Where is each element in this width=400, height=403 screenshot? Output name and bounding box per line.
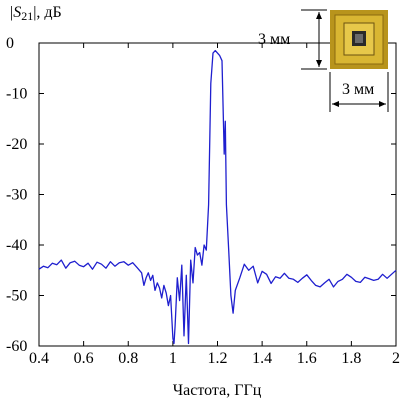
x-tick-label: 1 bbox=[169, 350, 177, 367]
y-tick-label: -20 bbox=[6, 136, 27, 153]
inset-device-photo: 3 мм 3 мм bbox=[258, 9, 389, 112]
x-tick-label: 1.2 bbox=[208, 350, 228, 367]
y-tick-label: 0 bbox=[6, 35, 14, 52]
x-tick-label: 2 bbox=[392, 350, 400, 367]
y-axis-label: |S21|, дБ bbox=[10, 4, 62, 23]
y-tick-label: -60 bbox=[6, 338, 27, 355]
y-tick-label: -10 bbox=[6, 86, 27, 103]
series-line bbox=[38, 49, 397, 345]
device-die-center bbox=[355, 34, 363, 43]
y-axis-label-prefix: | bbox=[10, 4, 13, 21]
x-tick-label: 0.6 bbox=[74, 350, 94, 367]
y-axis-label-subscript: 21 bbox=[21, 9, 33, 23]
height-label: 3 мм bbox=[258, 31, 290, 48]
x-tick-label: 0.4 bbox=[29, 350, 49, 367]
y-tick-label: -50 bbox=[6, 288, 27, 305]
y-axis-label-suffix: |, дБ bbox=[33, 4, 62, 21]
x-axis-label: Частота, ГГц bbox=[173, 382, 262, 399]
x-axis-ticks: 0.4 0.6 0.8 1 1.2 1.4 1.6 1.8 2 bbox=[29, 43, 400, 367]
x-tick-label: 0.8 bbox=[118, 350, 138, 367]
width-label: 3 мм bbox=[342, 81, 374, 98]
x-tick-label: 1.8 bbox=[341, 350, 361, 367]
x-tick-label: 1.6 bbox=[297, 350, 317, 367]
y-axis-label-symbol: S bbox=[13, 4, 21, 21]
y-axis-ticks: 0 -10 -20 -30 -40 -50 -60 bbox=[6, 35, 396, 355]
y-tick-label: -40 bbox=[6, 237, 27, 254]
x-tick-label: 1.4 bbox=[252, 350, 272, 367]
y-tick-label: -30 bbox=[6, 187, 27, 204]
